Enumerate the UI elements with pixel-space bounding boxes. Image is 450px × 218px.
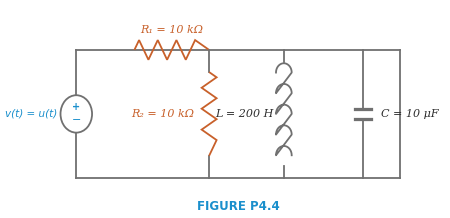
Text: FIGURE P4.4: FIGURE P4.4 (197, 200, 279, 213)
Text: v(t) = u(t): v(t) = u(t) (5, 109, 57, 119)
Text: R₂ = 10 kΩ: R₂ = 10 kΩ (131, 109, 194, 119)
Text: C = 10 μF: C = 10 μF (382, 109, 439, 119)
Text: +: + (72, 102, 81, 112)
Text: −: − (72, 115, 81, 125)
Text: R₁ = 10 kΩ: R₁ = 10 kΩ (140, 25, 203, 35)
Text: L = 200 H: L = 200 H (215, 109, 274, 119)
